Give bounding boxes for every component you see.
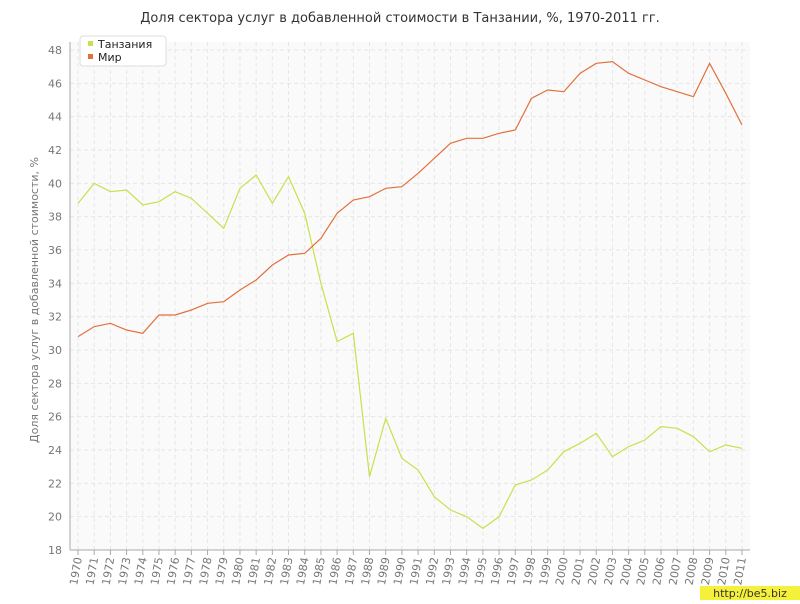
y-axis-label: Доля сектора услуг в добавленной стоимос… [28, 157, 41, 443]
x-tick-label: 1995 [472, 556, 490, 586]
y-tick-label: 22 [48, 477, 62, 490]
x-tick-label: 1992 [424, 556, 442, 586]
x-tick-label: 1983 [278, 556, 296, 586]
x-tick-label: 1991 [407, 556, 425, 586]
watermark: http://be5.biz [713, 587, 787, 600]
x-tick-label: 1984 [294, 556, 312, 586]
x-tick-label: 1986 [326, 556, 344, 586]
series-line [77, 61, 743, 338]
x-tick-label: 1970 [67, 556, 85, 586]
series [77, 61, 743, 530]
x-tick-label: 1996 [488, 556, 506, 586]
x-tick-label: 2005 [634, 556, 652, 586]
y-tick-label: 24 [48, 444, 62, 457]
x-tick-label: 1989 [375, 556, 393, 586]
x-tick-label: 1975 [148, 556, 166, 586]
x-tick-label: 2000 [553, 556, 571, 586]
x-tick-label: 1997 [505, 556, 523, 586]
y-tick-label: 26 [48, 411, 62, 424]
y-tick-label: 18 [48, 544, 62, 557]
x-tick-label: 1973 [116, 556, 134, 586]
x-tick-label: 2011 [731, 556, 749, 586]
y-tick-label: 20 [48, 511, 62, 524]
x-tick-label: 2010 [715, 556, 733, 586]
y-tick-label: 44 [48, 111, 62, 124]
y-tick-label: 34 [48, 277, 62, 290]
legend-label: Танзания [97, 38, 152, 51]
x-tick-label: 1978 [197, 556, 215, 586]
x-tick-label: 1988 [359, 556, 377, 586]
plot-area [70, 42, 750, 550]
x-tick-label: 1985 [310, 556, 328, 586]
x-tick-label: 1990 [391, 556, 409, 586]
x-tick-label: 2007 [667, 556, 685, 586]
legend-swatch [88, 54, 93, 59]
legend-label: Мир [98, 51, 122, 64]
x-tick-label: 1976 [164, 556, 182, 586]
y-tick-label: 32 [48, 311, 62, 324]
x-tick-label: 2009 [699, 556, 717, 586]
y-tick-label: 36 [48, 244, 62, 257]
x-tick-label: 1980 [229, 556, 247, 586]
x-tick-label: 1972 [100, 556, 118, 586]
x-tick-label: 1993 [440, 556, 458, 586]
series-line [77, 174, 743, 530]
x-tick-label: 2001 [569, 556, 587, 586]
x-tick-label: 1974 [132, 556, 150, 586]
legend-swatch [88, 41, 93, 46]
grid: 18 20 22 24 26 28 30 32 34 36 38 40 42 44 46 48 19701971… [48, 42, 750, 586]
watermark-bg [700, 586, 800, 600]
y-tick-label: 42 [48, 144, 62, 157]
x-tick-label: 2003 [602, 556, 620, 586]
chart-title: Доля сектора услуг в добавленной стоимос… [140, 11, 660, 26]
legend-box [79, 35, 167, 67]
x-tick-label: 1994 [456, 556, 474, 586]
x-tick-label: 1977 [181, 556, 199, 586]
x-tick-label: 2006 [650, 556, 668, 586]
x-tick-label: 1979 [213, 556, 231, 586]
y-tick-label: 38 [48, 211, 62, 224]
x-tick-label: 1982 [262, 556, 280, 586]
y-tick-label: 28 [48, 377, 62, 390]
x-tick-label: 1981 [245, 556, 263, 586]
x-tick-label: 2002 [586, 556, 604, 586]
y-tick-label: 30 [48, 344, 62, 357]
x-tick-label: 1987 [343, 556, 361, 586]
x-tick-label: 2004 [618, 556, 636, 586]
x-tick-label: 1971 [83, 556, 101, 586]
y-tick-label: 46 [48, 77, 62, 90]
y-tick-label: 48 [48, 44, 62, 57]
x-tick-label: 1998 [521, 556, 539, 586]
x-tick-label: 1999 [537, 556, 555, 586]
y-tick-label: 40 [48, 177, 62, 190]
x-tick-label: 2008 [683, 556, 701, 586]
